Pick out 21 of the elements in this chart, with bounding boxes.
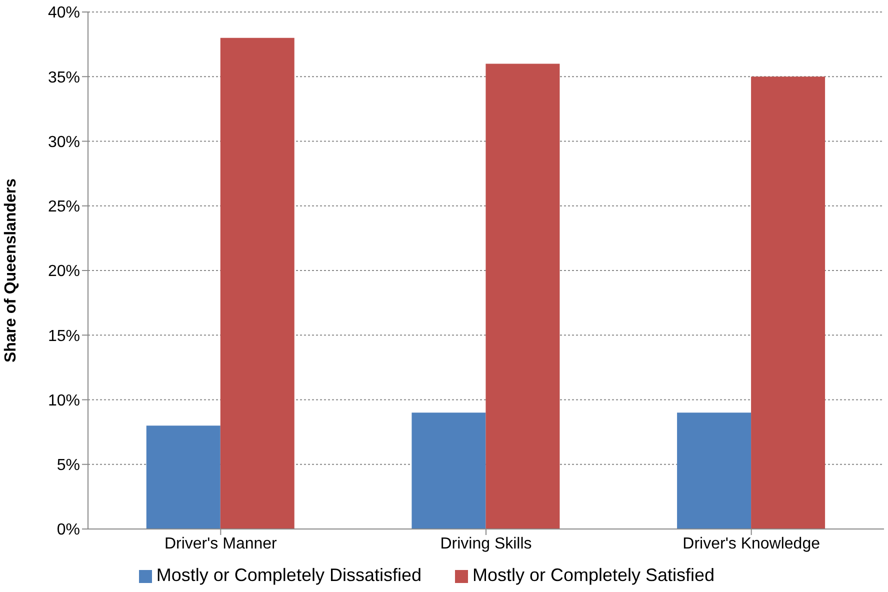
x-tick-label: Driving Skills bbox=[440, 535, 532, 552]
y-tick-label: 35% bbox=[48, 69, 80, 86]
legend-label: Mostly or Completely Dissatisfied bbox=[156, 565, 422, 585]
y-tick-label: 15% bbox=[48, 328, 80, 345]
x-tick-label: Driver's Knowledge bbox=[682, 535, 820, 552]
bar bbox=[146, 426, 220, 529]
y-tick-label: 0% bbox=[56, 522, 80, 539]
y-tick-label: 20% bbox=[48, 263, 80, 280]
bar bbox=[220, 38, 294, 529]
bar bbox=[486, 64, 560, 529]
legend-label: Mostly or Completely Satisfied bbox=[472, 565, 715, 585]
bar bbox=[412, 412, 486, 529]
y-tick-label: 40% bbox=[48, 4, 80, 22]
x-tick-label: Driver's Manner bbox=[164, 535, 278, 552]
y-tick-label: 10% bbox=[48, 392, 80, 410]
y-tick-label: 5% bbox=[56, 457, 80, 474]
y-tick-label: 25% bbox=[48, 198, 80, 216]
bar bbox=[751, 76, 826, 529]
y-axis-title: Share of Queenslanders bbox=[2, 178, 20, 363]
y-tick-label: 30% bbox=[48, 134, 80, 151]
bar bbox=[677, 412, 752, 529]
